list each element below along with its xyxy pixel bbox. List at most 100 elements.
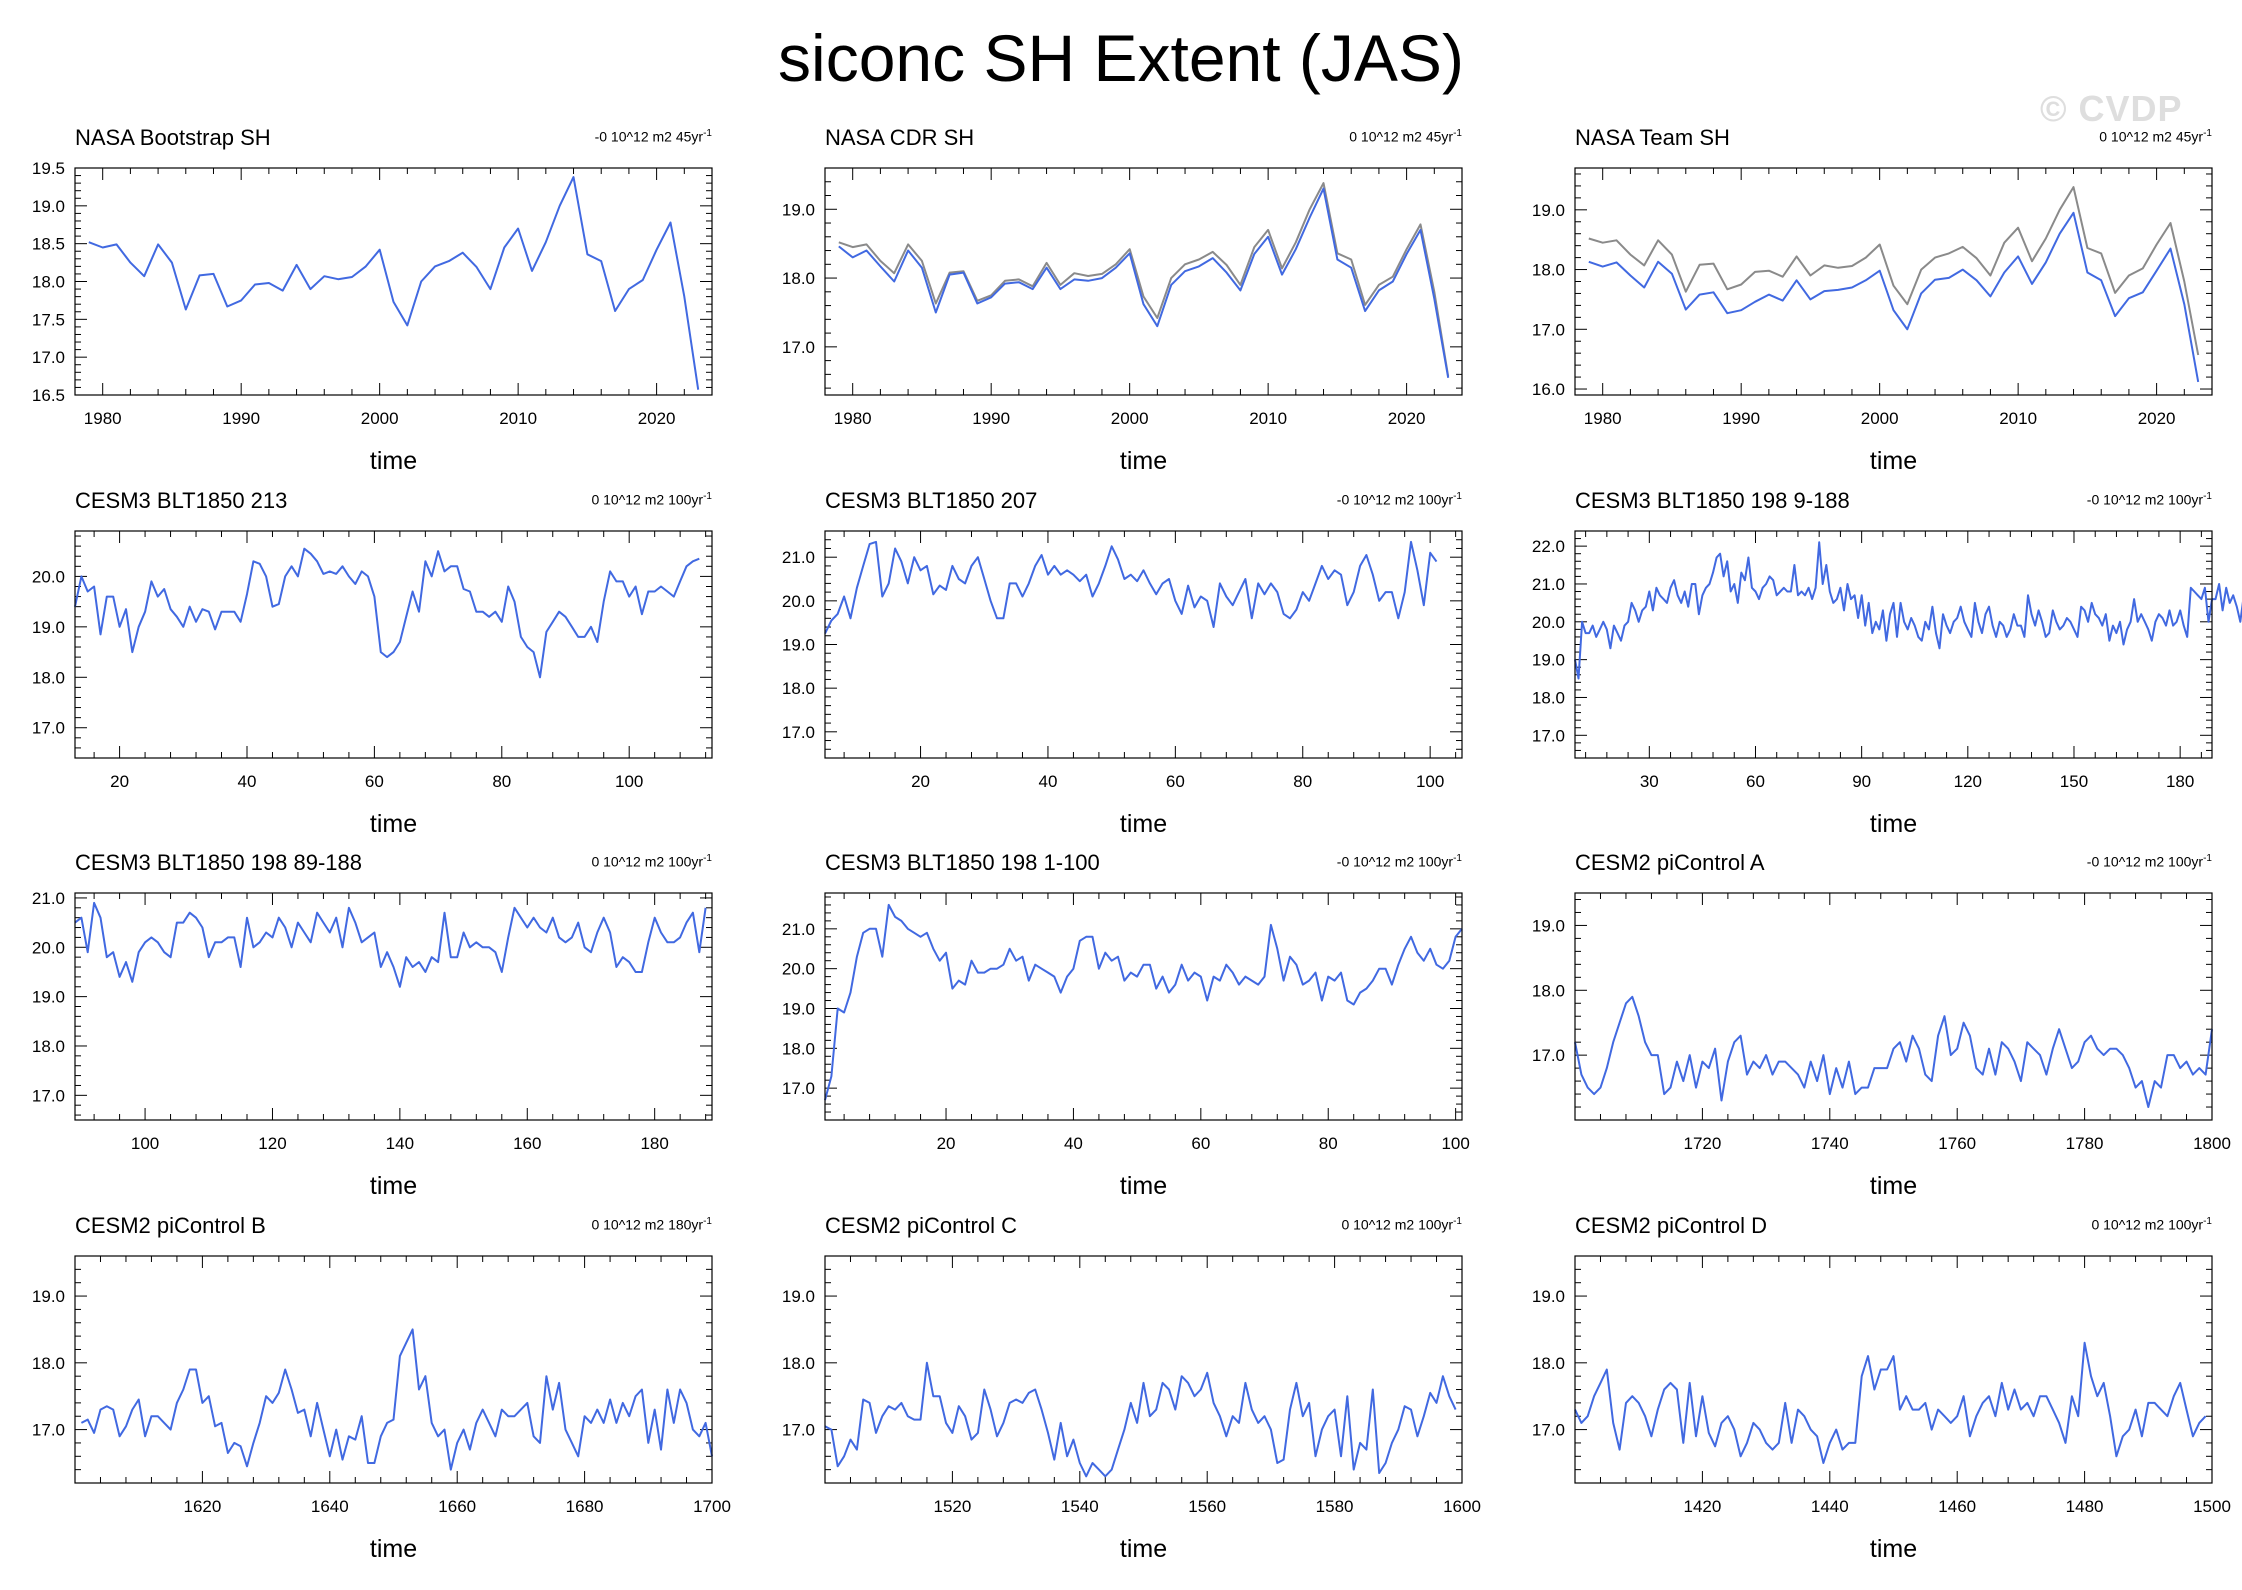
trend-unit: -1 [1453, 491, 1462, 502]
y-tick-label: 17.0 [782, 1079, 815, 1098]
chart-panel: CESM3 BLT1850 198 9-188 -0 10^12 m2 100yr… [0, 0, 2242, 838]
x-axis-label: time [1119, 447, 1168, 475]
x-tick-label: 2020 [638, 409, 676, 428]
x-tick-label: 1980 [1584, 409, 1622, 428]
series-line-primary [824, 1361, 1457, 1478]
x-tick-label: 1460 [1938, 1497, 1976, 1516]
x-tick-label: 80 [1293, 772, 1312, 791]
y-tick-label: 20.0 [32, 938, 65, 957]
x-tick-label: 120 [1954, 772, 1982, 791]
x-tick-label: 2000 [1861, 409, 1899, 428]
chart-title: CESM3 BLT1850 198 9-188 [1575, 488, 1850, 513]
y-tick-label: 20.0 [32, 567, 65, 586]
x-tick-label: 140 [386, 1134, 414, 1153]
y-tick-label: 19.0 [1532, 651, 1565, 670]
y-tick-label: 19.0 [32, 1287, 65, 1306]
plot-frame [1574, 167, 2213, 396]
chart-title: CESM2 piControl B [75, 1213, 266, 1238]
x-tick-label: 2010 [1999, 409, 2037, 428]
y-tick-label: 18.0 [782, 1039, 815, 1058]
trend-unit: -1 [703, 128, 712, 139]
series-line-primary [88, 176, 700, 390]
y-tick-label: 16.0 [1532, 380, 1565, 399]
x-tick-label: 120 [258, 1134, 286, 1153]
y-tick-label: 17.0 [782, 338, 815, 357]
trend-annotation: -0 10^12 m2 100yr-1 [1162, 491, 1462, 508]
chart-panel: CESM3 BLT1850 213 0 10^12 m2 100yr-1 time 1… [0, 0, 750, 838]
x-tick-label: 1980 [84, 409, 122, 428]
x-axis-label: time [1869, 1535, 1918, 1563]
x-tick-label: 2000 [361, 409, 399, 428]
x-tick-label: 100 [131, 1134, 159, 1153]
y-tick-label: 19.0 [1532, 916, 1565, 935]
x-tick-label: 1680 [566, 1497, 604, 1516]
x-tick-label: 1760 [1938, 1134, 1976, 1153]
trend-text: -0 10^12 m2 100yr [1336, 491, 1454, 508]
trend-annotation: 0 10^12 m2 180yr-1 [412, 1216, 712, 1233]
y-tick-label: 18.0 [32, 1354, 65, 1373]
y-tick-label: 21.0 [782, 920, 815, 939]
x-tick-label: 2010 [1249, 409, 1287, 428]
x-axis-label: time [1119, 1172, 1168, 1200]
chart-panel: CESM2 piControl A -0 10^12 m2 100yr-1 time… [0, 0, 2231, 1200]
x-tick-label: 1720 [1683, 1134, 1721, 1153]
trend-annotation: -0 10^12 m2 100yr-1 [1912, 853, 2212, 870]
trend-annotation: 0 10^12 m2 100yr-1 [412, 491, 712, 508]
y-tick-label: 17.0 [1532, 1421, 1565, 1440]
chart-panel: NASA Team SH 0 10^12 m2 45yr-1 time 16.0 17.… [0, 0, 2213, 475]
x-tick-label: 1620 [183, 1497, 221, 1516]
x-tick-label: 2020 [1388, 409, 1426, 428]
y-tick-label: 17.0 [32, 1421, 65, 1440]
x-tick-label: 1990 [222, 409, 260, 428]
trend-unit: -1 [703, 1216, 712, 1227]
y-tick-label: 17.0 [1532, 320, 1565, 339]
plot-frame [824, 530, 1463, 759]
trend-text: 0 10^12 m2 180yr [591, 1216, 704, 1233]
plot-frame [74, 530, 713, 759]
y-tick-label: 18.0 [1532, 981, 1565, 1000]
y-tick-label: 17.5 [32, 310, 65, 329]
chart-title: CESM3 BLT1850 213 [75, 488, 288, 513]
trend-annotation: -0 10^12 m2 100yr-1 [1912, 491, 2212, 508]
x-axis-label: time [369, 1172, 418, 1200]
x-tick-label: 40 [238, 772, 257, 791]
chart-title: NASA Bootstrap SH [75, 125, 271, 150]
series-line-reference [838, 182, 1450, 377]
trend-unit: -1 [1453, 853, 1462, 864]
chart-title: CESM2 piControl C [825, 1213, 1017, 1238]
y-tick-label: 18.0 [32, 1037, 65, 1056]
trend-unit: -1 [1453, 1216, 1462, 1227]
x-tick-label: 1540 [1061, 1497, 1099, 1516]
plot-frame [74, 167, 713, 396]
x-tick-label: 160 [513, 1134, 541, 1153]
x-tick-label: 1640 [311, 1497, 349, 1516]
trend-annotation: 0 10^12 m2 45yr-1 [1162, 128, 1462, 145]
x-tick-label: 180 [640, 1134, 668, 1153]
y-tick-label: 18.0 [1532, 1354, 1565, 1373]
x-tick-label: 1990 [1722, 409, 1760, 428]
series-line-primary [74, 547, 700, 679]
y-tick-label: 16.5 [32, 386, 65, 405]
y-tick-label: 20.0 [782, 592, 815, 611]
trend-unit: -1 [2203, 128, 2212, 139]
x-axis-label: time [1119, 1535, 1168, 1563]
x-axis-label: time [1869, 447, 1918, 475]
series-line-primary [1574, 995, 2213, 1108]
trend-annotation: 0 10^12 m2 100yr-1 [1912, 1216, 2212, 1233]
y-tick-label: 18.0 [32, 273, 65, 292]
plot-frame [824, 167, 1463, 396]
chart-title: CESM3 BLT1850 207 [825, 488, 1038, 513]
y-tick-label: 17.0 [1532, 726, 1565, 745]
chart-title: CESM3 BLT1850 198 89-188 [75, 850, 362, 875]
trend-text: -0 10^12 m2 45yr [594, 128, 704, 145]
